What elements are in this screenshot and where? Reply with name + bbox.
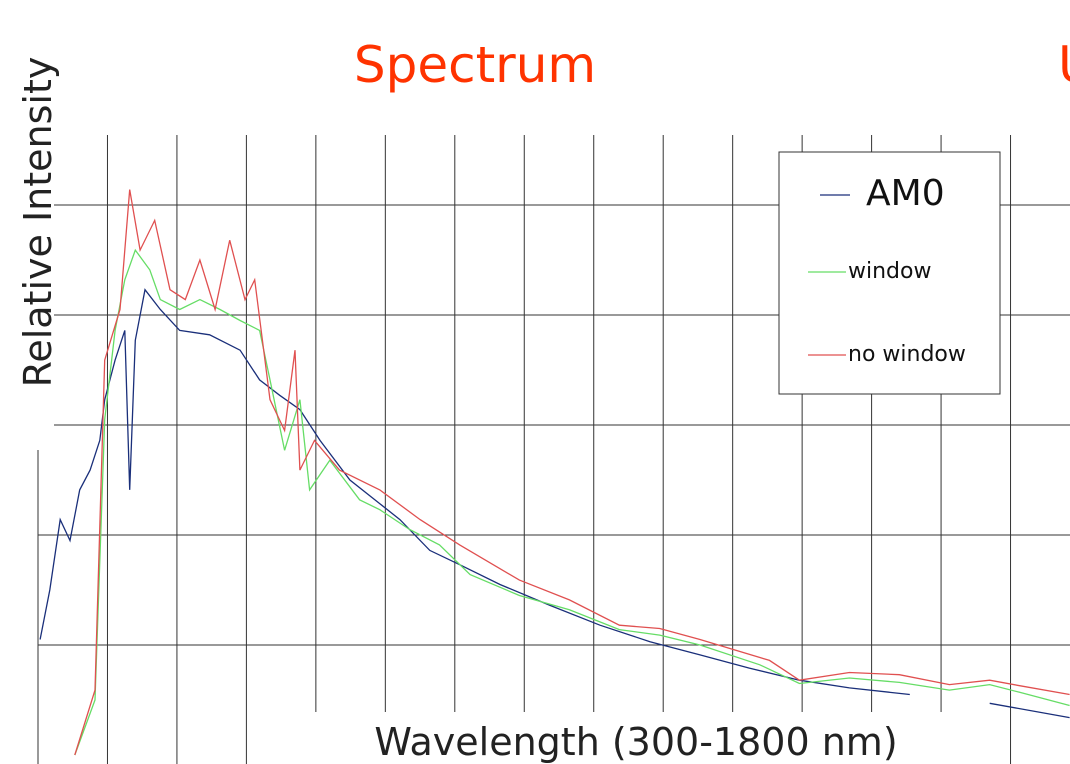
legend-box: [778, 151, 1001, 395]
series-line: [74, 189, 1070, 756]
x-axis-label: Wavelength (300-1800 nm): [374, 720, 897, 764]
series-line: [74, 248, 1070, 756]
title-fragment: U: [1058, 36, 1070, 94]
chart-title: Spectrum: [354, 36, 596, 94]
legend-label: AM0: [866, 173, 945, 214]
xlabel-bg: [272, 712, 1000, 764]
ylabel-bg: [8, 0, 54, 450]
legend: AM0 window no window: [808, 173, 966, 367]
y-axis-label: Relative Intensity: [16, 57, 60, 388]
plot-lines: [39, 189, 1070, 756]
legend-label: window: [848, 259, 931, 284]
series-line: [39, 288, 1070, 719]
legend-label: no window: [848, 342, 966, 367]
